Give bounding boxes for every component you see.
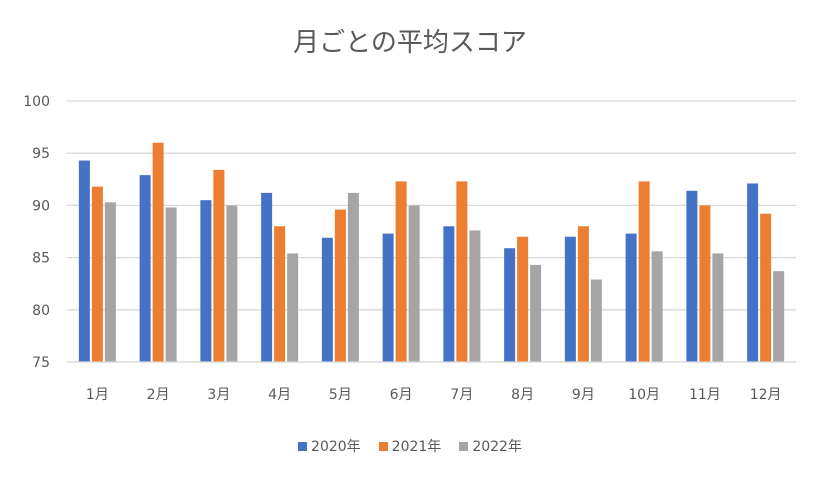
x-tick-label: 10月 bbox=[628, 387, 660, 403]
bar-2020年-9月 bbox=[564, 236, 576, 362]
bar-2022年-7月 bbox=[469, 230, 481, 362]
x-tick-label: 3月 bbox=[207, 387, 230, 403]
bar-2021年-8月 bbox=[517, 236, 529, 362]
bar-2020年-8月 bbox=[504, 248, 516, 362]
y-tick-label: 80 bbox=[32, 303, 50, 319]
bar-2020年-12月 bbox=[747, 183, 759, 362]
bar-2022年-3月 bbox=[226, 205, 238, 362]
bar-2020年-11月 bbox=[686, 190, 698, 362]
x-tick-label: 12月 bbox=[750, 387, 782, 403]
bar-2022年-6月 bbox=[408, 205, 420, 362]
bar-2022年-5月 bbox=[347, 192, 359, 362]
x-tick-label: 11月 bbox=[689, 387, 721, 403]
x-tick-label: 2月 bbox=[147, 387, 170, 403]
legend-item-2020: 2020年 bbox=[298, 436, 361, 456]
bar-2022年-4月 bbox=[287, 253, 299, 362]
bar-2020年-10月 bbox=[625, 233, 637, 362]
bar-2021年-11月 bbox=[699, 205, 711, 362]
bar-2020年-6月 bbox=[382, 233, 394, 362]
y-tick-label: 100 bbox=[23, 94, 50, 110]
x-tick-label: 5月 bbox=[329, 387, 352, 403]
bar-2021年-3月 bbox=[213, 169, 225, 362]
legend-label: 2021年 bbox=[391, 439, 442, 455]
legend-item-2021: 2021年 bbox=[378, 436, 442, 456]
bar-2021年-5月 bbox=[334, 209, 346, 362]
x-tick-label: 1月 bbox=[86, 387, 109, 403]
x-tick-label: 6月 bbox=[390, 387, 413, 403]
y-tick-label: 95 bbox=[32, 146, 50, 162]
x-tick-label: 7月 bbox=[450, 387, 473, 403]
legend-item-2022: 2022年 bbox=[459, 436, 522, 456]
bar-2022年-11月 bbox=[712, 253, 724, 362]
bar-2022年-2月 bbox=[165, 207, 177, 362]
bar-2020年-3月 bbox=[200, 200, 212, 362]
bar-2020年-2月 bbox=[139, 175, 151, 362]
x-tick-label: 8月 bbox=[511, 387, 534, 403]
legend-swatch bbox=[459, 441, 469, 451]
x-tick-label: 9月 bbox=[572, 387, 595, 403]
bar-2022年-10月 bbox=[651, 251, 663, 362]
bar-2021年-9月 bbox=[577, 226, 589, 362]
legend-swatch bbox=[298, 441, 308, 451]
bar-2021年-4月 bbox=[274, 226, 286, 362]
bar-2021年-7月 bbox=[456, 181, 468, 362]
bar-2022年-9月 bbox=[590, 279, 602, 362]
bar-2021年-10月 bbox=[638, 181, 650, 362]
chart-title: 月ごとの平均スコア bbox=[293, 28, 527, 58]
bar-2020年-5月 bbox=[321, 237, 333, 362]
legend-label: 2020年 bbox=[311, 439, 361, 455]
bar-2021年-6月 bbox=[395, 181, 407, 362]
legend-swatch bbox=[378, 441, 388, 451]
bar-2021年-1月 bbox=[91, 186, 103, 362]
bar-2022年-12月 bbox=[773, 271, 785, 362]
y-tick-label: 75 bbox=[32, 355, 50, 371]
bar-2022年-8月 bbox=[530, 264, 542, 362]
y-tick-label: 85 bbox=[32, 251, 50, 267]
bar-2020年-1月 bbox=[78, 160, 90, 362]
bar-2021年-2月 bbox=[152, 142, 164, 362]
legend-label: 2022年 bbox=[472, 439, 522, 455]
bar-2021年-12月 bbox=[760, 213, 772, 362]
x-tick-label: 4月 bbox=[268, 387, 291, 403]
bar-2020年-4月 bbox=[261, 192, 273, 362]
bar-2022年-1月 bbox=[104, 202, 116, 362]
legend: 2020年 2021年 2022年 bbox=[0, 436, 820, 456]
bar-2020年-7月 bbox=[443, 226, 455, 362]
y-tick-label: 90 bbox=[32, 198, 50, 214]
